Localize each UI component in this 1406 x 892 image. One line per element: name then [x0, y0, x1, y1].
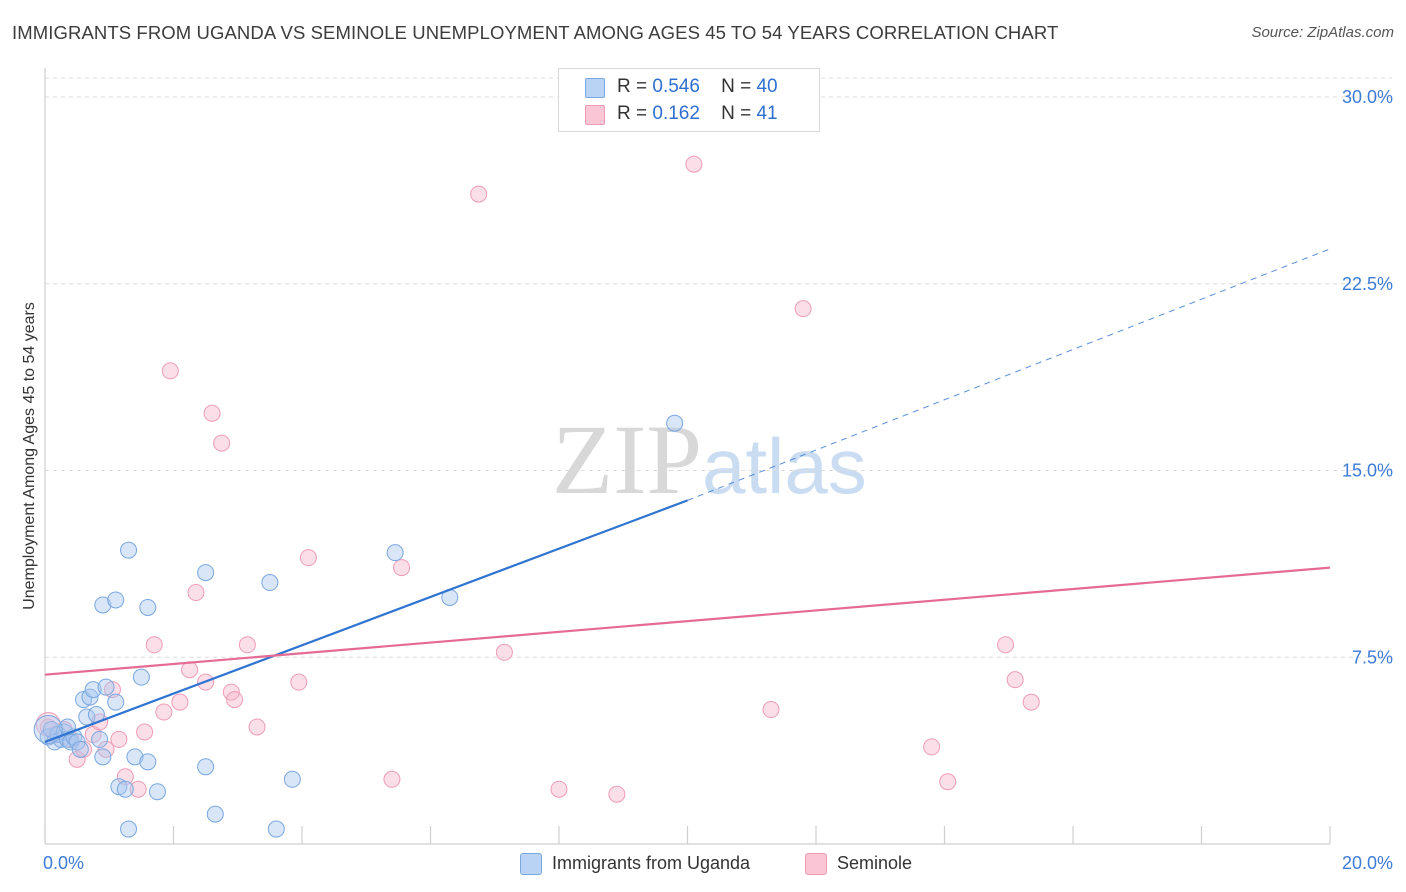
legend-n-label: N = — [721, 103, 752, 124]
seminole-point — [136, 723, 154, 741]
seminole-point — [238, 636, 256, 654]
uganda-point — [126, 748, 144, 766]
uganda-point — [197, 758, 215, 776]
seminole-point — [299, 549, 317, 567]
legend-r-value: 0.162 — [652, 103, 700, 124]
seminole-point — [203, 404, 221, 422]
seminole-point — [997, 636, 1015, 654]
bottom-legend-label-uganda: Immigrants from Uganda — [552, 853, 751, 873]
uganda-point — [139, 598, 157, 616]
legend-n-label: N = — [721, 76, 752, 97]
y-axis-label: Unemployment Among Ages 45 to 54 years — [21, 302, 38, 610]
uganda-point — [84, 681, 102, 699]
uganda-point — [666, 414, 684, 432]
legend-r-label: R = — [617, 76, 648, 97]
uganda-point — [78, 708, 96, 726]
uganda-point — [148, 783, 166, 801]
uganda-point — [94, 748, 112, 766]
uganda-point — [267, 820, 285, 838]
bottom-legend-label-seminole: Seminole — [837, 853, 913, 873]
uganda-trend-line — [44, 499, 688, 743]
seminole-point — [129, 780, 147, 798]
uganda-point — [97, 678, 115, 696]
y-tick-label: 30.0% — [1342, 87, 1393, 107]
watermark-zip: ZIP — [552, 404, 702, 515]
seminole-point — [213, 434, 231, 452]
seminole-point — [171, 693, 189, 711]
watermark: ZIPatlas — [552, 402, 867, 517]
uganda-trend-extension — [687, 248, 1331, 501]
uganda-point — [120, 541, 138, 559]
uganda-point — [94, 596, 112, 614]
seminole-point — [248, 718, 266, 736]
seminole-point — [495, 643, 513, 661]
seminole-point — [155, 703, 173, 721]
axes — [44, 68, 1331, 845]
seminole-point — [226, 691, 244, 709]
seminole-point — [762, 701, 780, 719]
uganda-point — [206, 805, 224, 823]
seminole-point — [1006, 671, 1024, 689]
seminole-point — [939, 773, 957, 791]
uganda-point — [71, 740, 89, 758]
uganda-point — [107, 591, 125, 609]
uganda-points — [33, 414, 684, 838]
legend-r-value: 0.546 — [652, 76, 700, 97]
seminole-point — [608, 785, 626, 803]
seminole-point — [290, 673, 308, 691]
chart-title: IMMIGRANTS FROM UGANDA VS SEMINOLE UNEMP… — [12, 22, 1059, 43]
source-label: Source: ZipAtlas.com — [1251, 24, 1394, 41]
y-tick-label: 15.0% — [1342, 461, 1393, 481]
seminole-point — [794, 300, 812, 318]
x-tick-label: 0.0% — [43, 853, 84, 873]
legend-n-value: 41 — [756, 103, 778, 124]
bottom-swatch-uganda — [520, 853, 542, 875]
seminole-trend-line — [44, 566, 1331, 676]
axis-labels: 7.5% 15.0% 22.5% 30.0% 0.0% 20.0% Unemployment… — [21, 87, 1393, 873]
seminole-points — [35, 155, 1040, 803]
legend-swatch-uganda — [585, 78, 605, 98]
y-tick-label: 22.5% — [1342, 274, 1393, 294]
watermark-atlas: atlas — [702, 422, 867, 510]
seminole-point — [68, 750, 86, 768]
legend-n-value: 40 — [756, 76, 778, 97]
seminole-point — [110, 730, 128, 748]
seminole-point — [383, 770, 401, 788]
uganda-point — [386, 544, 404, 562]
legend-r-label: R = — [617, 103, 648, 124]
seminole-point — [1022, 693, 1040, 711]
uganda-point — [139, 753, 157, 771]
seminole-point — [145, 636, 163, 654]
seminole-point — [161, 362, 179, 380]
bottom-swatch-seminole — [805, 853, 827, 875]
uganda-point — [116, 780, 134, 798]
uganda-point-cluster — [33, 714, 63, 744]
uganda-point — [120, 820, 138, 838]
legend-swatch-seminole — [585, 105, 605, 125]
seminole-point — [393, 559, 411, 577]
seminole-point — [116, 768, 134, 786]
seminole-point — [923, 738, 941, 756]
uganda-point — [132, 668, 150, 686]
y-tick-label: 7.5% — [1352, 647, 1393, 667]
grid-lines — [45, 77, 1392, 658]
uganda-point — [107, 693, 125, 711]
legend-text-uganda: R = 0.546 N = 40 — [617, 76, 778, 98]
seminole-point — [550, 780, 568, 798]
uganda-point — [261, 574, 279, 592]
uganda-point — [283, 770, 301, 788]
x-tick-label: 20.0% — [1342, 853, 1393, 873]
seminole-point — [187, 584, 205, 602]
uganda-point — [197, 564, 215, 582]
correlation-legend: R = 0.546 N = 40 R = 0.162 N = 41 — [558, 68, 820, 132]
seminole-point — [470, 185, 488, 203]
trend-lines — [44, 248, 1331, 743]
uganda-point — [91, 730, 109, 748]
legend-text-seminole: R = 0.162 N = 41 — [617, 103, 778, 125]
seminole-point — [685, 155, 703, 173]
